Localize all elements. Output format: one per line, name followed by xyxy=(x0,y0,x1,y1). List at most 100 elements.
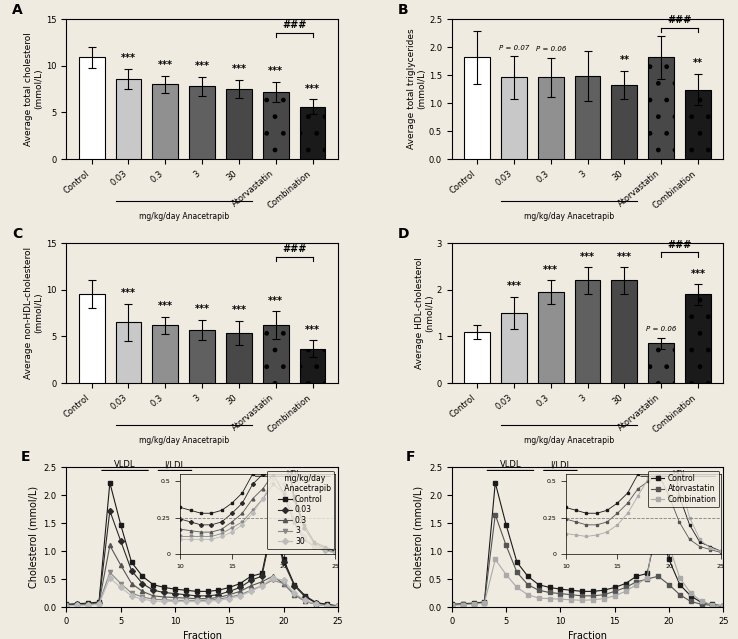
Bar xyxy=(685,89,711,159)
Control xyxy=(719,602,728,610)
Atorvastatin xyxy=(523,581,532,589)
0.03 xyxy=(311,599,320,607)
0.03 xyxy=(334,602,342,610)
0.03 xyxy=(94,599,103,606)
Combination xyxy=(534,594,543,602)
Bar xyxy=(538,292,564,383)
0.03 xyxy=(235,583,244,591)
3 xyxy=(203,596,212,604)
Control xyxy=(290,581,299,589)
0.03 xyxy=(170,590,179,597)
Control xyxy=(458,600,467,608)
Text: **: ** xyxy=(619,55,630,65)
Combination xyxy=(469,601,478,608)
Control xyxy=(654,518,663,526)
Text: ***: *** xyxy=(158,61,173,70)
0.03 xyxy=(149,587,158,594)
Atorvastatin xyxy=(578,592,587,599)
30 xyxy=(258,582,266,590)
Control xyxy=(235,580,244,587)
Combination xyxy=(610,592,619,599)
Bar xyxy=(464,332,490,383)
30 xyxy=(203,597,212,605)
Text: ***: *** xyxy=(543,265,558,275)
Text: ***: *** xyxy=(506,281,521,291)
Atorvastatin xyxy=(719,603,728,610)
Text: ***: *** xyxy=(617,252,632,262)
Atorvastatin xyxy=(599,591,608,599)
0.3 xyxy=(159,593,168,601)
0.3 xyxy=(73,601,82,608)
0.3 xyxy=(235,587,244,595)
Control xyxy=(127,558,136,566)
3 xyxy=(323,602,331,610)
Combination xyxy=(447,601,456,609)
Text: P = 0.06: P = 0.06 xyxy=(536,46,566,52)
0.3 xyxy=(62,601,71,609)
0.3 xyxy=(246,582,255,590)
Bar xyxy=(575,281,601,383)
Control xyxy=(225,583,234,591)
Combination xyxy=(719,602,728,610)
Control xyxy=(258,569,266,577)
Y-axis label: Average HDL-cholesterol
(nmol/L): Average HDL-cholesterol (nmol/L) xyxy=(415,257,434,369)
Bar xyxy=(153,325,178,383)
Control xyxy=(643,569,652,577)
30 xyxy=(225,595,234,603)
Control xyxy=(523,573,532,580)
Atorvastatin xyxy=(469,600,478,608)
0.03 xyxy=(214,591,223,599)
Combination xyxy=(491,556,500,564)
Control xyxy=(664,556,673,564)
Atorvastatin xyxy=(621,583,630,591)
Control xyxy=(83,599,92,607)
3 xyxy=(159,596,168,604)
30 xyxy=(127,592,136,599)
Line: 0.3: 0.3 xyxy=(64,543,340,608)
0.03 xyxy=(301,593,310,601)
Control xyxy=(106,479,114,486)
30 xyxy=(117,583,125,591)
Text: ***: *** xyxy=(232,65,246,74)
3 xyxy=(193,596,201,604)
Text: ***: *** xyxy=(269,66,283,76)
30 xyxy=(246,587,255,595)
3 xyxy=(62,601,71,609)
Control xyxy=(567,587,576,594)
3 xyxy=(138,593,147,601)
Atorvastatin xyxy=(697,601,706,608)
Bar xyxy=(263,92,289,159)
0.03 xyxy=(225,587,234,595)
Combination xyxy=(654,500,663,507)
0.03 xyxy=(73,601,82,608)
Bar xyxy=(189,330,215,383)
Combination xyxy=(632,581,641,589)
Atorvastatin xyxy=(588,592,597,599)
30 xyxy=(83,601,92,609)
Combination xyxy=(643,574,652,581)
3 xyxy=(214,596,223,603)
X-axis label: Fraction: Fraction xyxy=(568,631,607,639)
Atorvastatin xyxy=(556,590,565,597)
0.3 xyxy=(182,594,190,602)
Bar xyxy=(612,281,637,383)
Control xyxy=(203,587,212,595)
Text: I/LDL: I/LDL xyxy=(165,460,185,469)
Bar xyxy=(501,77,527,159)
Text: ***: *** xyxy=(121,288,136,298)
Text: ***: *** xyxy=(232,305,246,315)
Bar xyxy=(226,333,252,383)
Bar xyxy=(685,295,711,383)
Combination xyxy=(545,595,554,603)
0.3 xyxy=(170,594,179,601)
Text: A: A xyxy=(12,3,23,17)
30 xyxy=(311,601,320,608)
Bar xyxy=(263,325,289,383)
Control xyxy=(534,581,543,589)
3 xyxy=(258,582,266,590)
Text: ***: *** xyxy=(121,53,136,63)
0.3 xyxy=(323,601,331,609)
Combination xyxy=(697,597,706,605)
Combination xyxy=(512,583,521,591)
3 xyxy=(235,591,244,599)
